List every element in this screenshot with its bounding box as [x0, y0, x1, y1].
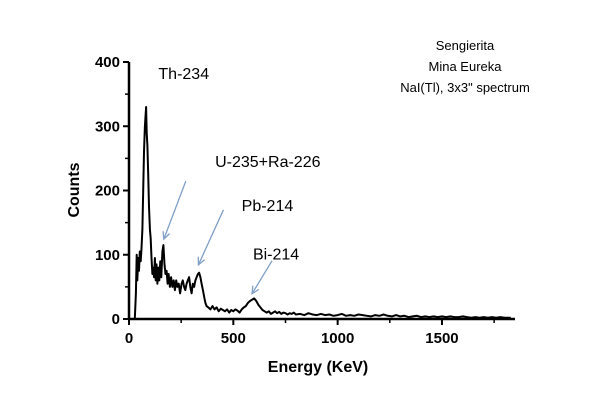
x-tick-label-0: 0 — [125, 330, 133, 347]
arrow-3 — [251, 260, 273, 295]
series-line — [133, 106, 511, 320]
x-ticks: 0 500 1000 1500 — [125, 319, 495, 347]
y-tick-label-400: 400 — [95, 54, 120, 71]
peak-label-1: U-235+Ra-226 — [215, 154, 321, 171]
arrow-2 — [197, 209, 225, 266]
peak-labels: Th-234 U-235+Ra-226 Pb-214 Bi-214 — [158, 66, 320, 264]
y-ticks: 0 100 200 300 400 — [95, 54, 129, 328]
peak-label-0: Th-234 — [158, 66, 209, 83]
arrow-head-3 — [251, 285, 260, 296]
peak-label-2: Pb-214 — [242, 198, 294, 215]
arrow-1 — [163, 180, 187, 240]
note-line-3: NaI(Tl), 3x3" spectrum — [400, 80, 530, 95]
x-axis-title: Energy (KeV) — [268, 359, 368, 376]
arrow-head-2 — [197, 256, 206, 267]
peak-label-3: Bi-214 — [253, 247, 299, 264]
note-line-2: Mina Eureka — [429, 59, 503, 74]
x-tick-label-500: 500 — [221, 330, 246, 347]
y-tick-label-100: 100 — [95, 247, 120, 264]
x-tick-label-1500: 1500 — [425, 330, 458, 347]
annotation-arrows — [162, 180, 273, 296]
y-tick-label-300: 300 — [95, 118, 120, 135]
y-tick-label-0: 0 — [112, 311, 120, 328]
arrow-head-1 — [162, 231, 171, 241]
x-tick-label-1000: 1000 — [321, 330, 354, 347]
note-line-1: Sengierita — [436, 38, 495, 53]
y-axis-title: Counts — [66, 162, 83, 217]
y-tick-label-200: 200 — [95, 183, 120, 200]
